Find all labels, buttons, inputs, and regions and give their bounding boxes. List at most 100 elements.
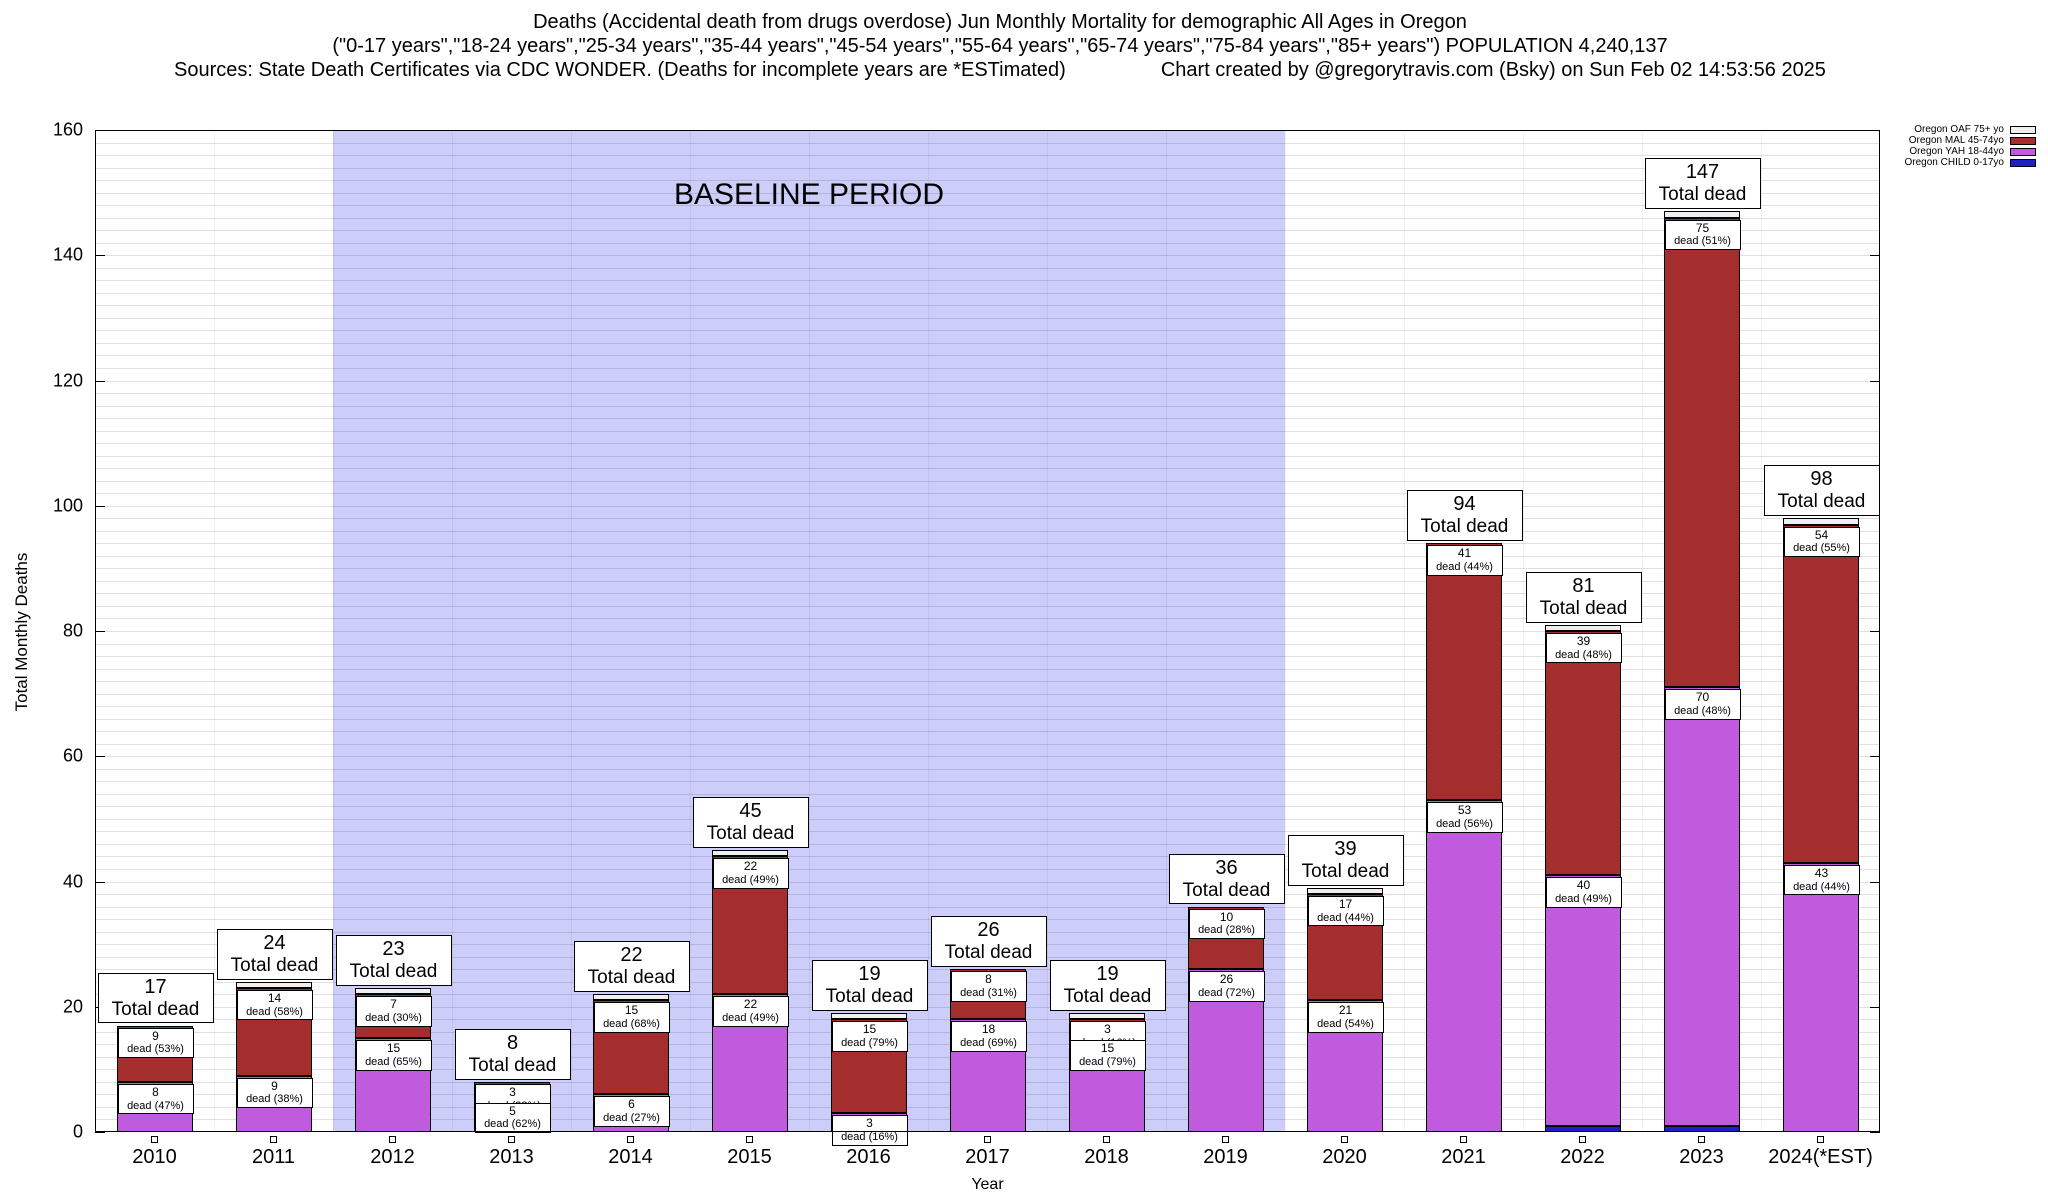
gridline-vertical	[1404, 130, 1405, 1132]
segment-label-value: 8	[152, 1084, 159, 1099]
axis-zero-marker	[1460, 1136, 1467, 1143]
legend-swatch-mal	[2010, 136, 2036, 145]
total-dead-value: 147	[1685, 161, 1720, 184]
gridline-vertical	[452, 130, 453, 1132]
gridline	[95, 230, 1880, 232]
segment-label-mal: 39 dead (48%)	[1545, 633, 1622, 664]
x-tick-label: 2015	[727, 1146, 772, 1168]
total-dead-value: 19	[858, 963, 881, 985]
x-tick-label: 2014	[608, 1146, 653, 1168]
y-tick-mark	[1870, 255, 1880, 257]
gridline	[95, 317, 1880, 319]
segment-label-value: 17	[1338, 897, 1353, 912]
segment-label-yah: 6 dead (27%)	[593, 1096, 670, 1127]
gridline	[95, 894, 1880, 896]
gridline-vertical	[214, 130, 215, 1132]
segment-label-percent: dead (79%)	[841, 1037, 898, 1050]
gridline-vertical	[809, 130, 810, 1132]
gridline	[95, 255, 1880, 257]
gridline	[95, 743, 1880, 745]
total-dead-value: 98	[1810, 468, 1833, 491]
plot-area: 0 20 40 60 80 100 120 140 160 2010 2011 2012 2013 201…	[53, 120, 1880, 1168]
segment-label-yah: 15 dead (79%)	[1069, 1040, 1146, 1071]
segment-label-mal: 22 dead (49%)	[712, 858, 789, 889]
axis-zero-marker	[1341, 1136, 1348, 1143]
bar-segment-mal	[1425, 543, 1502, 801]
segment-label-mal: 10 dead (28%)	[1188, 908, 1265, 939]
x-tick-label: 2023	[1679, 1146, 1724, 1168]
bar-segment-child	[1544, 1125, 1621, 1132]
total-dead-caption: Total dead	[1777, 491, 1866, 513]
segment-label-mal: 8 dead (31%)	[950, 971, 1027, 1002]
y-tick-mark	[1870, 631, 1880, 632]
segment-label-percent: dead (69%)	[960, 1037, 1017, 1050]
segment-label-percent: dead (79%)	[1079, 1055, 1136, 1068]
gridline	[95, 555, 1880, 557]
bar-segment-yah	[1544, 875, 1621, 1126]
segment-label-value: 9	[271, 1078, 278, 1093]
segment-label-value: 6	[628, 1097, 635, 1112]
total-dead-label: 45 Total dead	[692, 797, 809, 849]
x-tick-label: 2013	[489, 1146, 534, 1168]
segment-label-value: 15	[624, 1003, 639, 1018]
segment-label-yah: 8 dead (47%)	[117, 1083, 194, 1115]
x-tick-label: 2018	[1084, 1146, 1129, 1168]
segment-label-value: 8	[985, 972, 992, 987]
segment-label-value: 54	[1814, 527, 1829, 542]
bar-segment-oaf	[1663, 211, 1740, 218]
segment-label-value: 22	[743, 997, 758, 1012]
x-tick-label: 2020	[1322, 1146, 1367, 1168]
segment-label-value: 21	[1338, 1003, 1353, 1018]
segment-label-value: 41	[1457, 546, 1472, 561]
gridline	[95, 881, 1880, 883]
segment-label-percent: dead (51%)	[1674, 235, 1731, 248]
y-tick-mark	[95, 380, 105, 382]
segment-label-yah: 9 dead (38%)	[236, 1077, 313, 1109]
segment-label-percent: dead (48%)	[1674, 705, 1731, 718]
segment-label-percent: dead (68%)	[603, 1018, 660, 1031]
bar-segment-yah	[1782, 862, 1859, 1132]
segment-label-percent: dead (62%)	[484, 1118, 541, 1131]
segment-label-value: 3	[1104, 1022, 1111, 1037]
total-dead-caption: Total dead	[230, 954, 319, 976]
total-dead-value: 24	[263, 931, 286, 954]
gridline	[95, 418, 1880, 420]
gridline	[95, 868, 1880, 870]
gridline	[95, 530, 1880, 532]
segment-label-value: 3	[509, 1084, 516, 1099]
chart-title-line3: Sources: State Death Certificates via CD…	[60, 58, 1940, 82]
segment-label-percent: dead (49%)	[722, 1012, 779, 1025]
total-dead-caption: Total dead	[706, 823, 795, 845]
x-tick-label: 2019	[1203, 1146, 1248, 1168]
x-tick-label: 2017	[965, 1146, 1010, 1168]
bar-segment-oaf	[711, 850, 788, 857]
gridline	[95, 543, 1880, 545]
legend-label: Oregon YAH 18-44yo	[1909, 146, 2004, 157]
gridline-vertical	[928, 130, 929, 1132]
gridline	[95, 468, 1880, 470]
gridline-vertical	[571, 130, 572, 1132]
bar-segment-mal	[1544, 631, 1621, 876]
gridline	[95, 806, 1880, 808]
total-dead-caption: Total dead	[468, 1054, 557, 1076]
gridline	[95, 706, 1880, 708]
gridline	[95, 580, 1880, 582]
x-tick-label: 2012	[370, 1146, 415, 1168]
y-tick-mark	[1870, 756, 1880, 758]
total-dead-value: 45	[739, 800, 762, 823]
bar-segment-oaf	[592, 994, 669, 1001]
gridline-vertical	[333, 130, 334, 1132]
axis-zero-marker	[1698, 1136, 1705, 1143]
gridline-vertical	[1166, 130, 1167, 1132]
x-tick-label: 2010	[132, 1146, 177, 1168]
total-dead-value: 26	[977, 919, 1000, 942]
total-dead-value: 36	[1215, 856, 1238, 879]
gridline	[95, 167, 1880, 169]
total-dead-value: 81	[1572, 574, 1595, 597]
axis-zero-marker	[627, 1136, 634, 1143]
axis-zero-marker	[508, 1136, 515, 1143]
chart-legend: Oregon OAF 75+ yo Oregon MAL 45-74yo Orego…	[1905, 124, 2036, 168]
total-dead-label: 19 Total dead	[1049, 960, 1166, 1011]
y-tick-label: 80	[62, 620, 83, 641]
